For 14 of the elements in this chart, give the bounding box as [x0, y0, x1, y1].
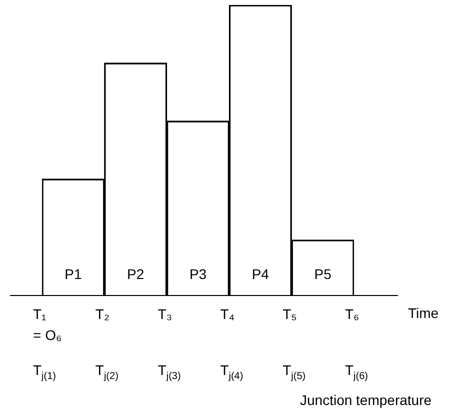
- text: T₆: [345, 306, 360, 322]
- text: T₁: [33, 306, 47, 322]
- x-tick-label: P2: [127, 266, 144, 282]
- text: T₅: [282, 306, 297, 322]
- text: Junction temperature: [300, 392, 432, 408]
- x-tick-label: P5: [314, 266, 332, 282]
- x-tick-label: P4: [252, 266, 270, 282]
- text: T₄: [220, 306, 235, 322]
- x-tick-label: P1: [64, 266, 82, 282]
- x-tick-label: P3: [189, 266, 207, 282]
- x-axis-title: Time: [408, 304, 439, 321]
- text: T₂: [95, 306, 110, 322]
- text: = O₆: [33, 327, 62, 343]
- text: T₃: [158, 306, 172, 322]
